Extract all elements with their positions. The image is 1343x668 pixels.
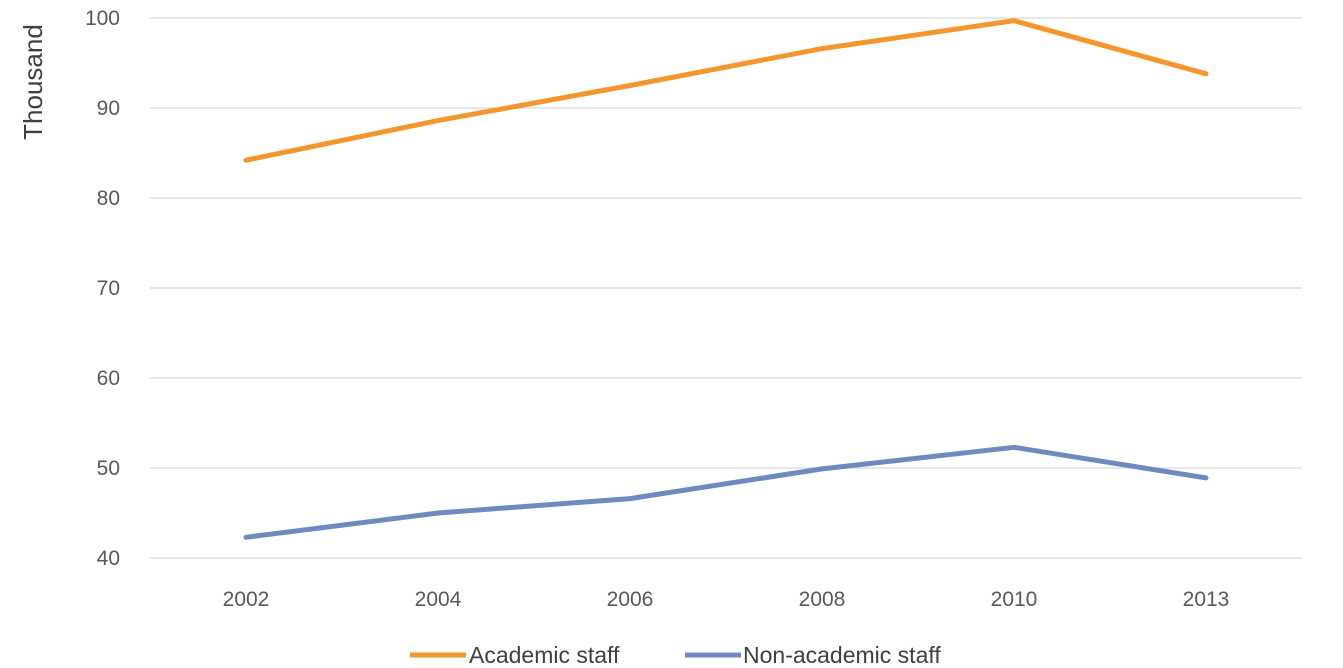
series-line-academic-staff	[243, 18, 1209, 163]
x-tick-label: 2004	[415, 588, 462, 611]
x-tick-label: 2008	[799, 588, 846, 611]
legend: Academic staff Non-academic staff	[410, 642, 941, 668]
x-tick-label: 2006	[607, 588, 654, 611]
y-axis-ticks: 40 50 60 70 80 90 100	[85, 7, 120, 570]
legend-label-non-academic-staff: Non-academic staff	[743, 642, 941, 668]
y-tick-label: 70	[97, 277, 120, 300]
y-tick-label: 100	[85, 7, 120, 30]
y-tick-label: 50	[97, 457, 120, 480]
legend-label-academic-staff: Academic staff	[469, 642, 620, 668]
y-axis-title: Thousand	[18, 24, 48, 140]
x-axis-ticks: 2002 2004 2006 2008 2010 2013	[223, 588, 1230, 611]
x-tick-label: 2002	[223, 588, 270, 611]
x-tick-label: 2010	[991, 588, 1038, 611]
gridlines	[150, 17, 1302, 559]
y-tick-label: 40	[97, 547, 120, 570]
series-line-non-academic-staff	[243, 444, 1209, 540]
y-tick-label: 80	[97, 187, 120, 210]
y-tick-label: 90	[97, 97, 120, 120]
series-lines	[243, 18, 1209, 540]
x-tick-label: 2013	[1183, 588, 1230, 611]
y-tick-label: 60	[97, 367, 120, 390]
